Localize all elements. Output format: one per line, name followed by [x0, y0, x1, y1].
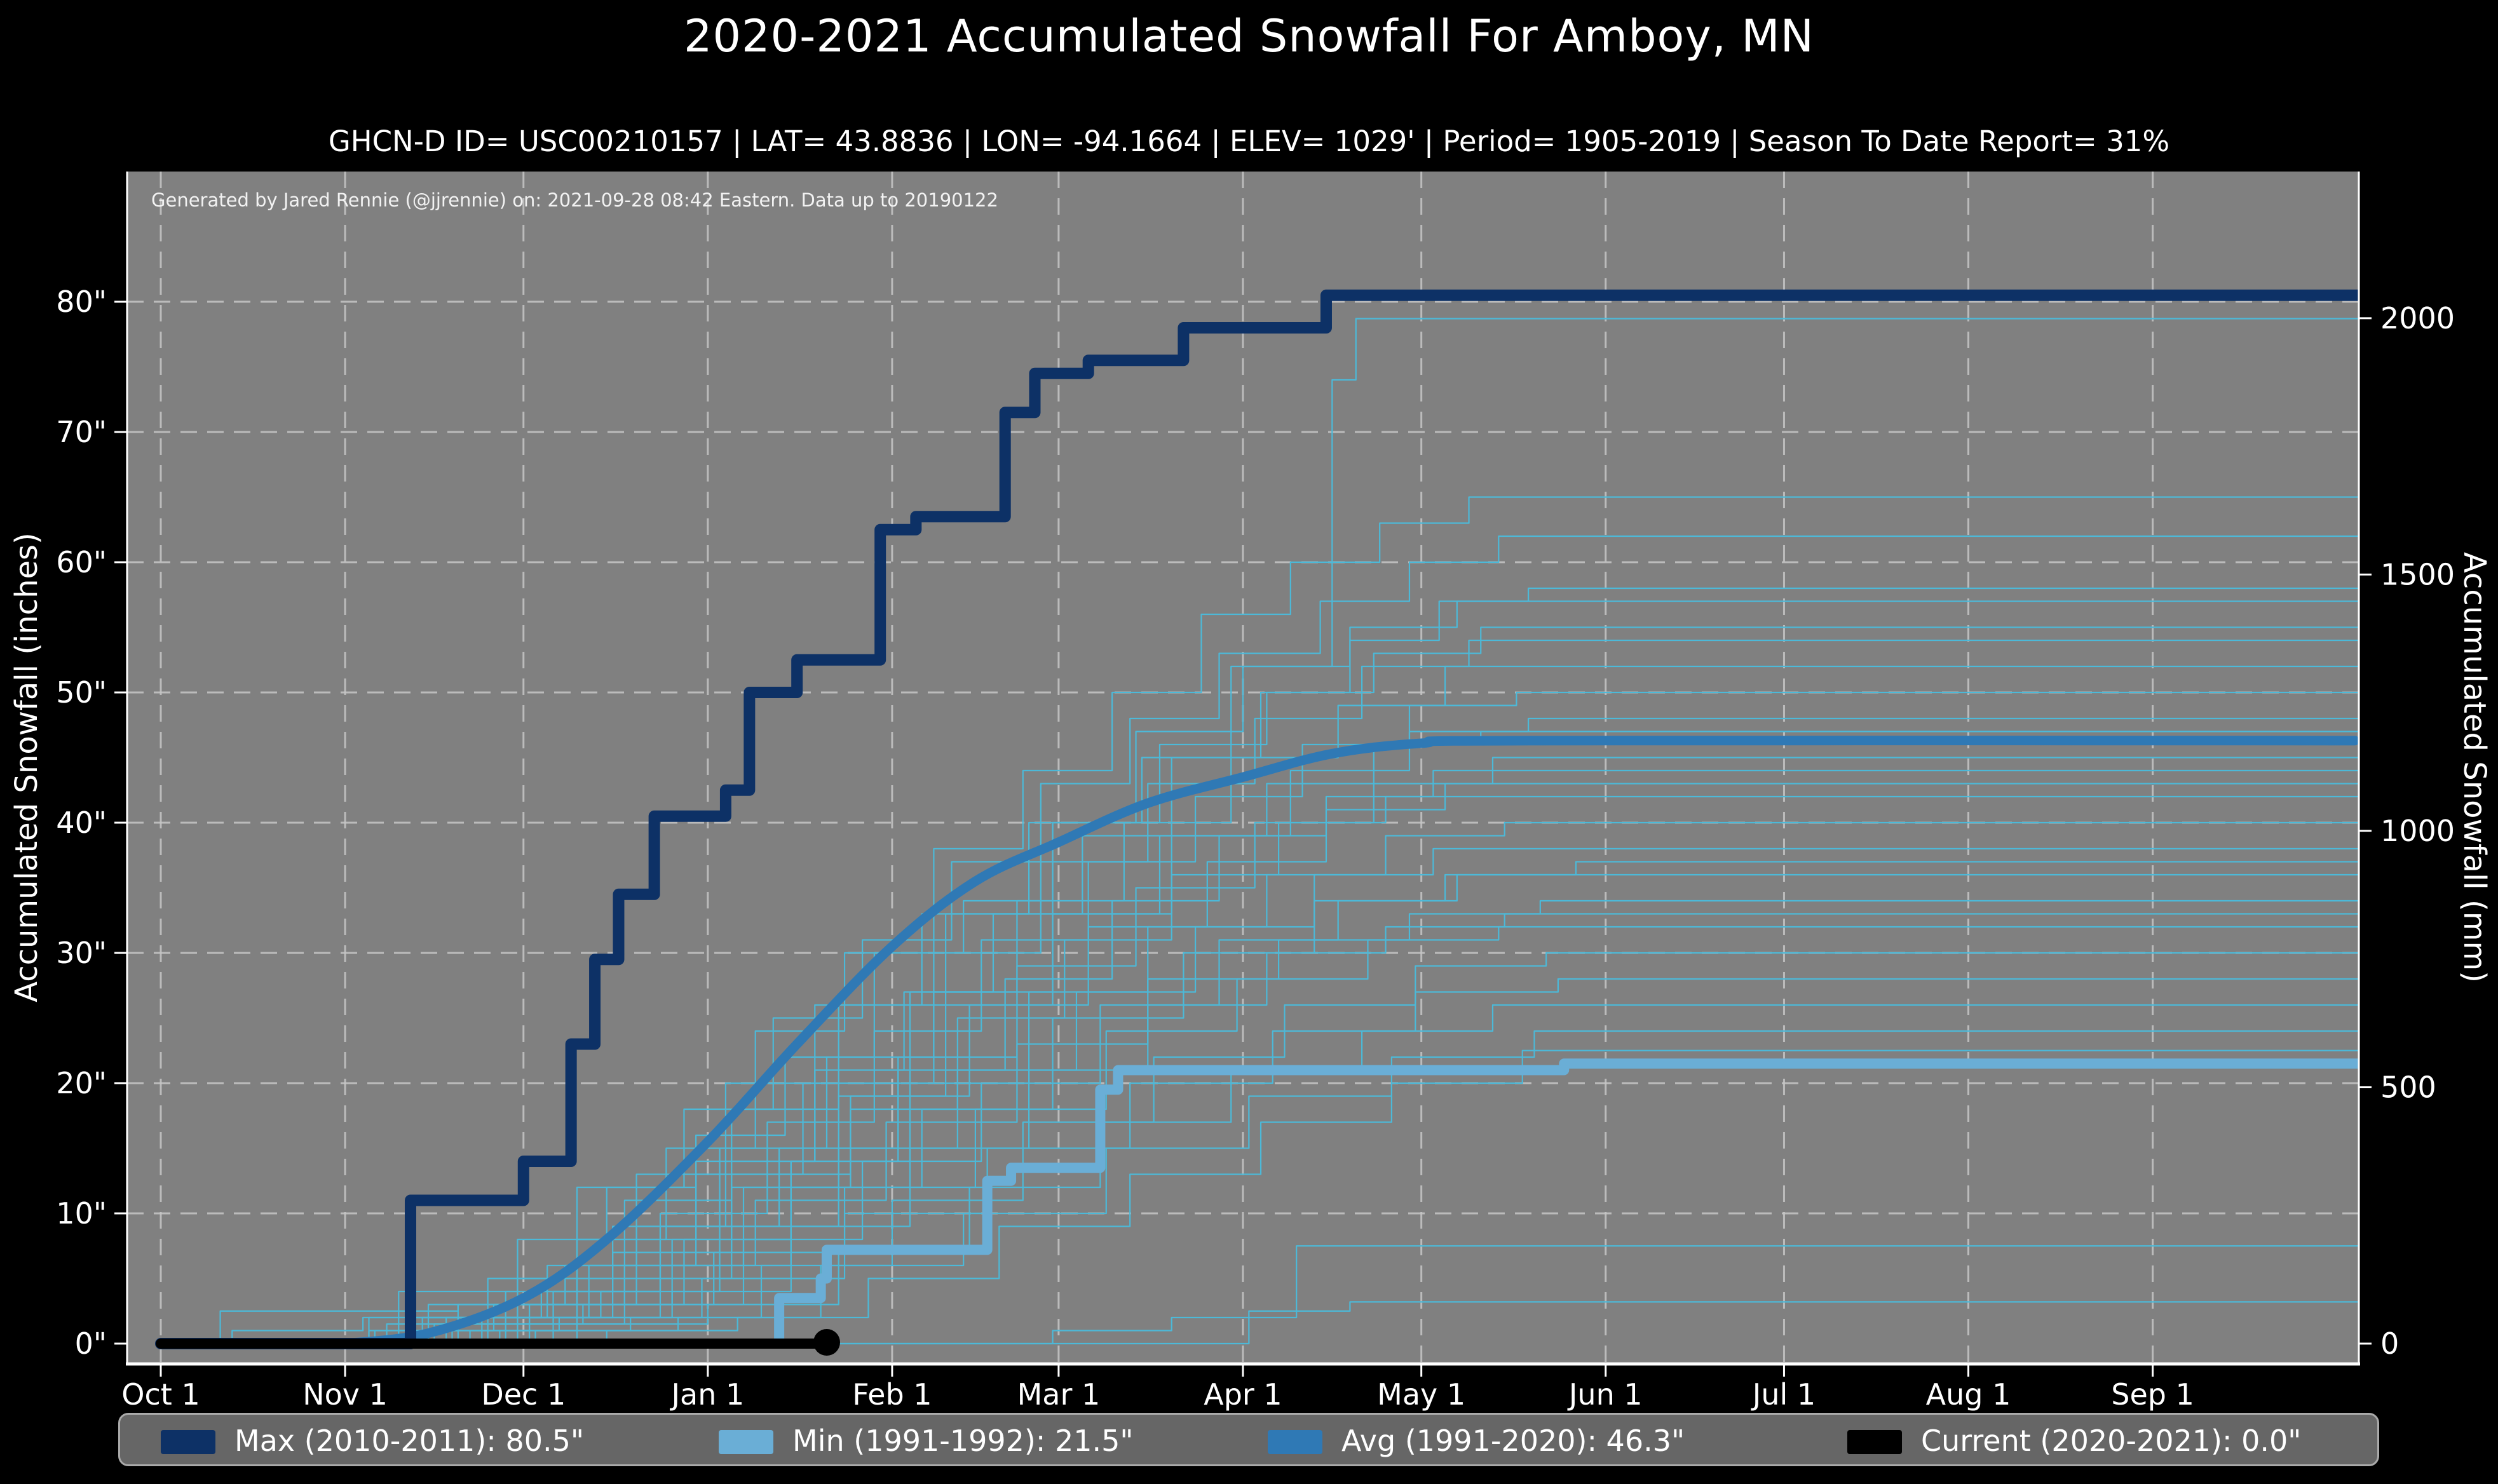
chart-legend: Max (2010-2011): 80.5" Min (1991-1992): 2…: [118, 1413, 2379, 1466]
x-tick-label: Aug 1: [1926, 1377, 2011, 1412]
y-left-tick-label: 30": [56, 936, 107, 970]
y-left-tick-label: 20": [56, 1066, 107, 1100]
y-right-axis-title: Accumulated Snowfall (mm): [2457, 552, 2492, 983]
y-left-tick-label: 10": [56, 1196, 107, 1231]
x-tick-label: Mar 1: [1017, 1377, 1101, 1412]
x-tick-label: Apr 1: [1204, 1377, 1282, 1412]
y-left-tick-label: 50": [56, 675, 107, 710]
y-right-tick-label: 2000: [2380, 301, 2455, 335]
x-tick-label: Dec 1: [481, 1377, 566, 1412]
x-tick-label: Feb 1: [852, 1377, 932, 1412]
legend-swatch-min: [719, 1430, 773, 1454]
legend-swatch-avg: [1268, 1430, 1322, 1454]
year-history-line: [161, 900, 2359, 1345]
y-left-axis-title: Accumulated Snowfall (inches): [9, 532, 44, 1002]
series-line-min-1991-1992-: [156, 1058, 2359, 1349]
year-history-line: [161, 1301, 2359, 1345]
year-history-line: [161, 1004, 2359, 1345]
legend-label-current: Current (2020-2021): 0.0": [1921, 1424, 2302, 1458]
generated-by-annotation: Generated by Jared Rennie (@jjrennie) on…: [151, 189, 998, 211]
x-tick-label: Oct 1: [121, 1377, 200, 1412]
current-season-marker: [813, 1329, 840, 1356]
year-history-line: [161, 717, 2359, 1345]
x-tick-label: Jul 1: [1751, 1377, 1816, 1412]
page-title: 2020-2021 Accumulated Snowfall For Amboy…: [683, 10, 1815, 62]
year-history-line: [161, 626, 2359, 1345]
x-tick-label: Sep 1: [2111, 1377, 2194, 1412]
y-left-tick-label: 70": [56, 415, 107, 449]
x-tick-label: Jan 1: [669, 1377, 744, 1412]
series-line-max-2010-2011-: [155, 289, 2359, 1349]
x-tick-label: Nov 1: [302, 1377, 388, 1412]
year-history-line: [161, 926, 2359, 1345]
legend-label-max: Max (2010-2011): 80.5": [234, 1424, 585, 1458]
station-subtitle: GHCN-D ID= USC00210157 | LAT= 43.8836 | …: [328, 125, 2170, 158]
year-history-line: [161, 795, 2359, 1345]
legend-swatch-current: [1847, 1430, 1902, 1454]
y-left-tick-label: 80": [56, 285, 107, 319]
x-tick-label: May 1: [1377, 1377, 1465, 1412]
y-right-tick-label: 0: [2380, 1326, 2399, 1361]
series-line-avg-1991-2020-: [340, 736, 2359, 1349]
grid-layer: [127, 172, 2359, 1364]
y-left-tick-label: 40": [56, 806, 107, 840]
y-right-tick-label: 1500: [2380, 557, 2455, 591]
year-history-line: [161, 821, 2359, 1345]
legend-swatch-max: [161, 1430, 215, 1454]
y-left-tick-label: 60": [56, 545, 107, 579]
year-history-line: [161, 1049, 2359, 1345]
legend-label-avg: Avg (1991-2020): 46.3": [1341, 1424, 1685, 1458]
year-history-line: [161, 952, 2359, 1345]
y-right-tick-label: 1000: [2380, 814, 2455, 848]
series-layer: [155, 289, 2359, 1356]
x-tick-label: Jun 1: [1567, 1377, 1643, 1412]
y-right-tick-label: 500: [2380, 1070, 2436, 1104]
y-left-tick-label: 0": [75, 1326, 107, 1361]
year-history-line: [161, 1245, 2359, 1345]
legend-label-min: Min (1991-1992): 21.5": [792, 1424, 1134, 1458]
